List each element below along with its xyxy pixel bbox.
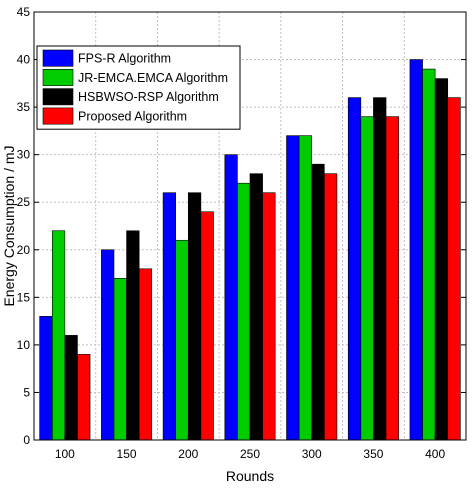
x-axis-title: Rounds (226, 468, 274, 484)
bar-fps-r-algorithm-200 (162, 192, 176, 441)
y-tick-label: 45 (17, 5, 31, 19)
bar-jr-emca-emca-algorithm-150 (113, 278, 127, 441)
bars (39, 59, 461, 441)
legend-label: JR-EMCA.EMCA Algorithm (78, 71, 228, 85)
bar-hsbwso-rsp-algorithm-200 (187, 192, 202, 441)
bar-proposed-algorithm-300 (324, 173, 338, 441)
bar-hsbwso-rsp-algorithm-250 (249, 173, 263, 441)
y-tick-label: 35 (17, 100, 31, 114)
legend-label: Proposed Algorithm (78, 109, 187, 123)
x-tick-label: 250 (240, 447, 260, 461)
bar-fps-r-algorithm-350 (347, 97, 362, 441)
legend-swatch (42, 49, 74, 67)
y-tick-label: 0 (23, 433, 30, 447)
bar-proposed-algorithm-400 (447, 97, 461, 441)
bar-proposed-algorithm-100 (77, 354, 91, 441)
bar-hsbwso-rsp-algorithm-350 (373, 97, 387, 441)
bar-jr-emca-emca-algorithm-300 (298, 135, 313, 441)
y-axis-title: Energy Consumption / mJ (1, 145, 17, 306)
x-tick-label: 350 (363, 447, 383, 461)
bar-proposed-algorithm-350 (385, 116, 399, 441)
bar-jr-emca-emca-algorithm-350 (360, 116, 374, 441)
legend-swatch (42, 107, 74, 125)
bar-fps-r-algorithm-150 (101, 249, 115, 441)
y-axis-ticks: 0 5 10 15 20 25 30 35 40 45 (17, 5, 466, 447)
x-tick-label: 300 (302, 447, 322, 461)
bar-proposed-algorithm-150 (138, 268, 153, 441)
bar-jr-emca-emca-algorithm-250 (237, 182, 251, 441)
legend-label: FPS-R Algorithm (78, 52, 171, 66)
legend-swatch (42, 69, 74, 86)
x-tick-label: 150 (117, 447, 137, 461)
bar-jr-emca-emca-algorithm-200 (175, 239, 189, 441)
x-axis-ticks: 100 150 200 250 300 350 400 (55, 435, 445, 461)
y-tick-label: 15 (17, 290, 31, 304)
y-tick-label: 20 (17, 243, 31, 257)
bar-jr-emca-emca-algorithm-100 (51, 230, 66, 441)
bar-hsbwso-rsp-algorithm-100 (64, 335, 78, 441)
x-tick-label: 400 (425, 447, 445, 461)
bar-fps-r-algorithm-100 (39, 316, 53, 441)
bar-proposed-algorithm-250 (262, 192, 276, 441)
y-tick-label: 25 (17, 195, 31, 209)
y-tick-label: 30 (17, 148, 31, 162)
legend: FPS-R Algorithm JR-EMCA.EMCA Algorithm HSB… (36, 45, 241, 130)
y-tick-label: 40 (17, 53, 31, 67)
bar-hsbwso-rsp-algorithm-150 (126, 230, 140, 441)
bar-jr-emca-emca-algorithm-400 (422, 68, 436, 441)
legend-swatch (42, 88, 74, 106)
x-tick-label: 100 (55, 447, 75, 461)
x-tick-label: 200 (178, 447, 198, 461)
bar-hsbwso-rsp-algorithm-400 (434, 78, 449, 441)
legend-label: HSBWSO-RSP Algorithm (78, 90, 219, 104)
bar-fps-r-algorithm-250 (224, 154, 238, 441)
y-tick-label: 10 (17, 338, 31, 352)
bar-hsbwso-rsp-algorithm-300 (311, 163, 325, 441)
bar-fps-r-algorithm-400 (409, 59, 423, 441)
bar-proposed-algorithm-200 (200, 211, 214, 441)
bar-fps-r-algorithm-300 (286, 135, 300, 441)
y-tick-label: 5 (23, 385, 30, 399)
